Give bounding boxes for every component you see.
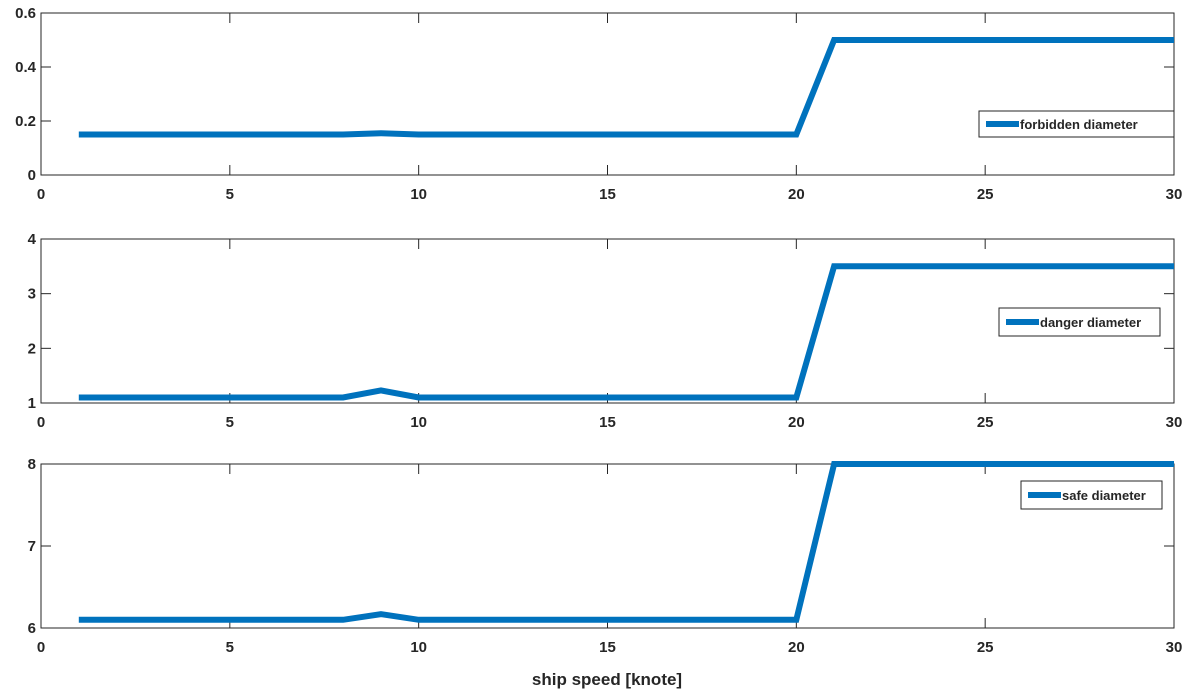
y-tick-label: 6 — [28, 620, 36, 637]
x-tick-label: 0 — [37, 414, 45, 431]
x-tick-label: 20 — [788, 639, 805, 656]
y-tick-label: 0.2 — [15, 113, 36, 130]
y-tick-label: 3 — [28, 286, 36, 303]
x-tick-label: 25 — [977, 639, 994, 656]
y-tick-label: 0.4 — [15, 59, 37, 76]
legend-box — [978, 110, 1175, 138]
x-tick-label: 10 — [410, 414, 427, 431]
x-tick-label: 5 — [226, 186, 234, 203]
x-tick-label: 30 — [1166, 414, 1183, 431]
x-axis-label: ship speed [knote] — [532, 670, 682, 689]
x-tick-label: 10 — [410, 639, 427, 656]
subplot-2: 0 5 10 15 20 25 30 1 2 3 4 danger diameter — [28, 231, 1183, 431]
x-tick-label: 15 — [599, 639, 616, 656]
axes-box — [40, 463, 1175, 629]
subplot-1: 0 5 10 15 20 25 30 0 0.2 0.4 0.6 forbidden diameter — [15, 5, 1182, 203]
series-line — [78, 37, 1174, 138]
series-line — [78, 263, 1174, 401]
y-tick-label: 0.6 — [15, 5, 36, 22]
legend-label: danger diameter — [1040, 315, 1141, 330]
x-tick-label: 30 — [1166, 639, 1183, 656]
y-tick-label: 0 — [28, 167, 36, 184]
x-tick-label: 20 — [788, 186, 805, 203]
legend-label: forbidden diameter — [1020, 117, 1138, 132]
legend-label: safe diameter — [1062, 488, 1146, 503]
x-tick-label: 25 — [977, 186, 994, 203]
x-tick-label: 15 — [599, 414, 616, 431]
y-tick-label: 1 — [28, 395, 36, 412]
x-tick-label: 0 — [37, 186, 45, 203]
y-tick-label: 4 — [28, 231, 37, 248]
x-tick-label: 5 — [226, 414, 234, 431]
x-tick-label: 15 — [599, 186, 616, 203]
series-line — [78, 461, 1174, 623]
x-tick-label: 30 — [1166, 186, 1183, 203]
x-tick-label: 5 — [226, 639, 234, 656]
y-tick-label: 8 — [28, 456, 36, 473]
y-tick-label: 7 — [28, 538, 36, 555]
x-tick-label: 10 — [410, 186, 427, 203]
x-tick-label: 20 — [788, 414, 805, 431]
subplot-3: 0 5 10 15 20 25 30 6 7 8 safe diameter — [28, 456, 1183, 656]
x-tick-label: 0 — [37, 639, 45, 656]
y-tick-label: 2 — [28, 340, 36, 357]
x-tick-label: 25 — [977, 414, 994, 431]
